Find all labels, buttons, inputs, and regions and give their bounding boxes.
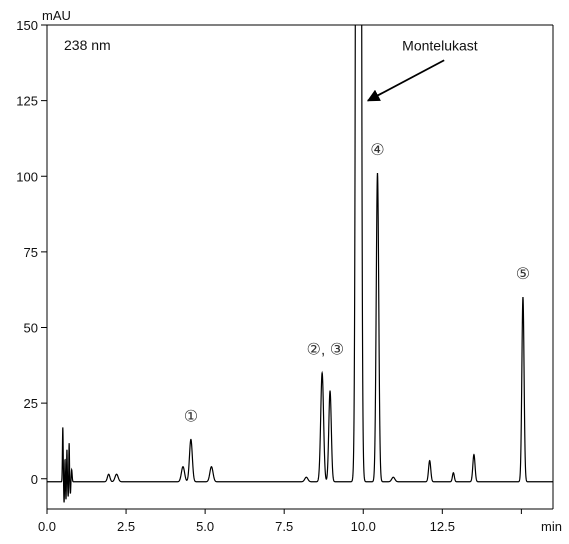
x-tick-label: 10.0	[351, 519, 376, 534]
y-tick-label: 75	[24, 245, 38, 260]
chromatogram-trace	[47, 25, 553, 503]
montelukast-label: Montelukast	[402, 37, 478, 53]
wavelength-label: 238 nm	[64, 37, 111, 53]
y-tick-label: 150	[16, 18, 38, 33]
annotation-layer: ① ②, ③ ④ ⑤ Montelukast	[184, 37, 530, 425]
x-tick-label: 0.0	[38, 519, 56, 534]
y-tick-label: 100	[16, 169, 38, 184]
peak-1-label: ①	[184, 408, 198, 425]
trace-layer	[47, 25, 553, 503]
x-tick-label: 12.5	[430, 519, 455, 534]
x-tick-label: 2.5	[117, 519, 135, 534]
x-tick-label: 5.0	[196, 519, 214, 534]
y-tick-label: 0	[31, 472, 38, 487]
peak-4-label: ④	[370, 142, 384, 159]
peak-5-label: ⑤	[516, 266, 530, 283]
y-tick-label: 50	[24, 321, 38, 336]
peak-2-3-label: ②, ③	[307, 342, 345, 359]
y-tick-label: 25	[24, 396, 38, 411]
x-axis: 0.0 2.5 5.0 7.5 10.0 12.5 min	[38, 509, 562, 534]
plot-frame	[46, 24, 554, 510]
x-tick-label: min	[541, 519, 562, 534]
y-axis: 0 25 50 75 100 125 150	[16, 18, 47, 487]
y-tick-label: 125	[16, 94, 38, 109]
x-tick-label: 7.5	[275, 519, 293, 534]
montelukast-arrow	[366, 59, 445, 102]
y-axis-unit-label: mAU	[42, 8, 71, 23]
